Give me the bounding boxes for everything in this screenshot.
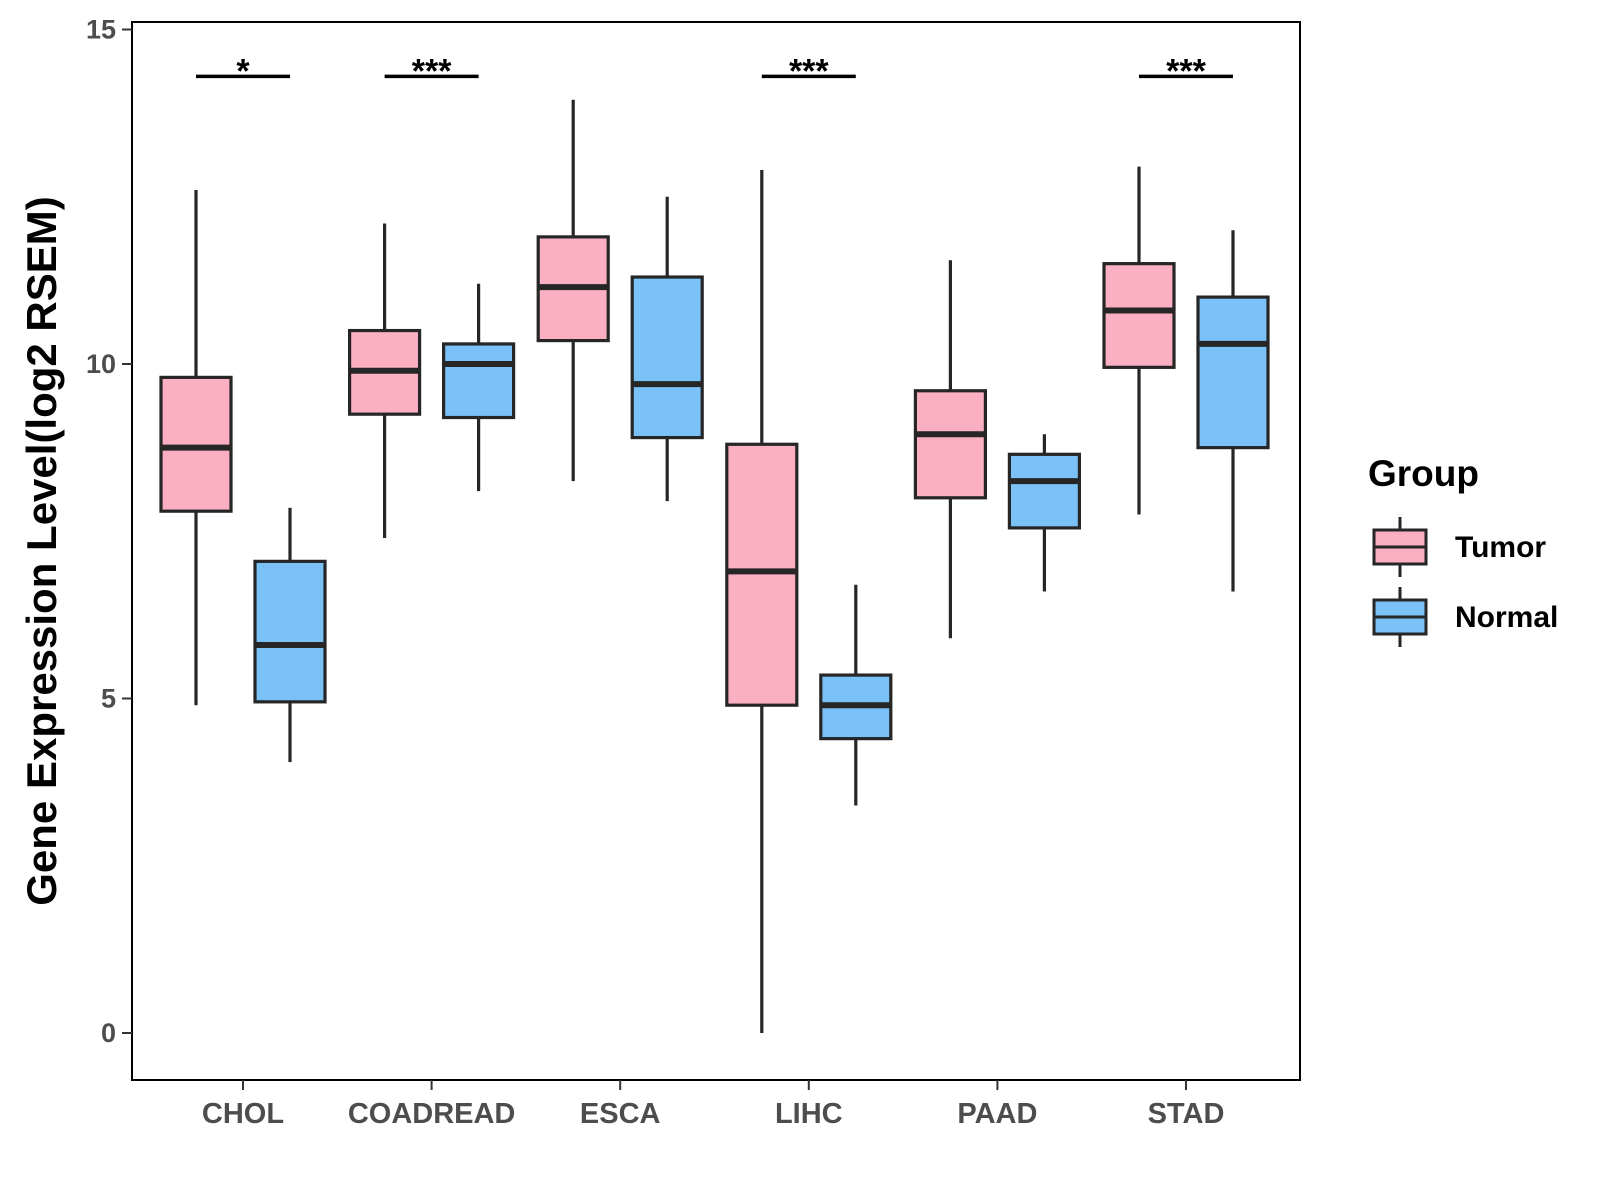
- box-iqr: [1102, 262, 1176, 369]
- legend-label: Normal: [1455, 601, 1558, 634]
- significance-label: *: [236, 52, 250, 90]
- x-tick-label: COADREAD: [348, 1098, 516, 1130]
- x-tick-label: LIHC: [775, 1098, 843, 1130]
- y-axis: 0 5 10 15: [86, 15, 132, 1048]
- box-iqr: [913, 389, 988, 500]
- box-normal-lihc: [819, 584, 893, 806]
- box-tumor-esca: [536, 99, 610, 482]
- x-tick-label: ESCA: [580, 1098, 661, 1130]
- box-iqr: [1007, 452, 1082, 530]
- box-series: [159, 99, 1270, 1033]
- legend: Group Tumor Normal: [1368, 453, 1558, 647]
- significance-label: ***: [1166, 52, 1206, 90]
- box-tumor-coadread: [348, 223, 422, 538]
- series-normal: [253, 196, 1270, 806]
- box-tumor-stad: [1102, 166, 1176, 515]
- box-iqr: [159, 375, 233, 513]
- significance-label: ***: [412, 52, 452, 90]
- box-iqr: [1196, 295, 1270, 450]
- y-tick-label: 10: [86, 349, 116, 379]
- box-normal-coadread: [442, 283, 516, 492]
- y-tick-label: 15: [86, 15, 116, 45]
- legend-label: Tumor: [1455, 531, 1546, 564]
- significance-annotations: * *** *** ***: [196, 52, 1233, 90]
- box-iqr: [253, 559, 327, 704]
- box-iqr: [630, 275, 704, 440]
- box-normal-chol: [253, 507, 327, 763]
- plot-panel-border: [131, 21, 1301, 1081]
- y-tick-label: 5: [101, 684, 116, 714]
- x-tick-label: STAD: [1148, 1098, 1225, 1130]
- x-tick-label: CHOL: [202, 1098, 284, 1130]
- box-tumor-chol: [159, 190, 233, 706]
- box-iqr: [442, 342, 516, 420]
- box-tumor-paad: [913, 260, 988, 639]
- significance-label: ***: [789, 52, 829, 90]
- box-normal-paad: [1007, 434, 1082, 592]
- y-axis-title: Gene Expression Level(log2 RSEM): [18, 196, 65, 906]
- box-normal-stad: [1196, 230, 1270, 592]
- legend-item-tumor: Tumor: [1372, 517, 1546, 577]
- box-normal-esca: [630, 196, 704, 502]
- box-iqr: [725, 442, 799, 707]
- y-tick-label: 0: [101, 1018, 116, 1048]
- series-tumor: [159, 99, 1176, 1033]
- x-tick-label: PAAD: [957, 1098, 1037, 1130]
- legend-item-normal: Normal: [1372, 587, 1558, 647]
- box-tumor-lihc: [725, 169, 799, 1033]
- legend-title: Group: [1368, 453, 1479, 494]
- x-axis: CHOL COADREAD ESCA LIHC PAAD STAD: [202, 1080, 1224, 1130]
